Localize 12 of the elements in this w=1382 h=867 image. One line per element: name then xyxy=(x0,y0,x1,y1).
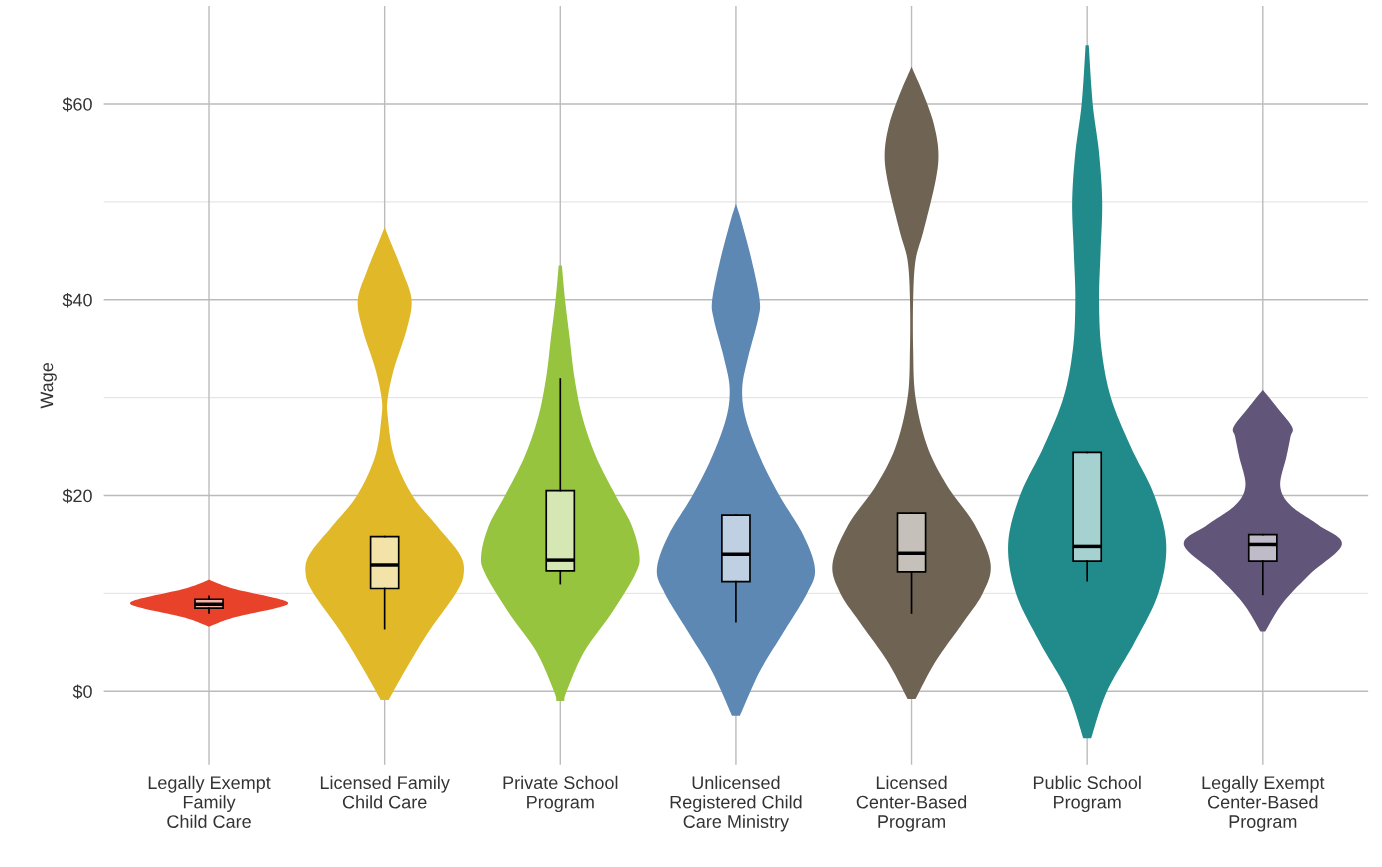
y-axis-title: Wage xyxy=(40,362,57,409)
x-tick-label: Legally Exempt Family Child Care xyxy=(148,775,271,828)
y-tick-label: $0 xyxy=(72,684,92,700)
x-tick-label: Private School Program xyxy=(503,775,618,813)
x-tick-label: Public School Program xyxy=(1033,775,1141,813)
x-tick-label: Licensed Center-Based Program xyxy=(856,775,967,832)
x-tick-label: Licensed Family Child Care xyxy=(320,775,450,809)
y-tick-label: $60 xyxy=(62,97,92,112)
x-tick-label: Unlicensed Registered Child Care Ministry xyxy=(670,775,802,832)
y-tick-label: $20 xyxy=(62,488,92,504)
x-tick-label: Legally Exempt Center-Based Program xyxy=(1202,775,1325,832)
y-tick-label: $40 xyxy=(62,292,92,308)
